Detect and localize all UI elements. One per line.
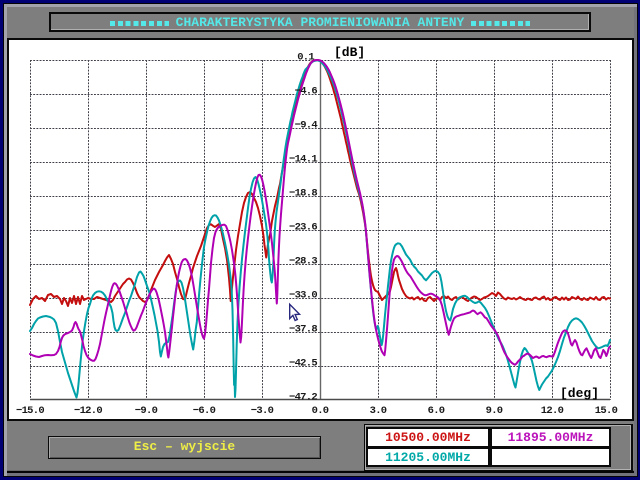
svg-text:−37.8: −37.8 xyxy=(289,324,317,336)
svg-text:−18.8: −18.8 xyxy=(289,188,317,200)
svg-text:−47.2: −47.2 xyxy=(289,392,317,404)
svg-text:9.0: 9.0 xyxy=(486,405,503,417)
svg-text:−42.5: −42.5 xyxy=(289,358,317,370)
svg-text:−23.6: −23.6 xyxy=(289,222,317,234)
svg-text:−6.0: −6.0 xyxy=(193,405,216,417)
svg-text:0.0: 0.0 xyxy=(312,405,329,417)
svg-text:−15.0: −15.0 xyxy=(16,405,44,417)
svg-text:−14.1: −14.1 xyxy=(289,154,317,166)
svg-text:[dB]: [dB] xyxy=(334,45,365,60)
svg-text:3.0: 3.0 xyxy=(370,405,387,417)
svg-text:0.1: 0.1 xyxy=(297,52,314,64)
svg-text:[deg]: [deg] xyxy=(560,386,599,401)
svg-text:12.0: 12.0 xyxy=(541,405,564,417)
svg-text:6.0: 6.0 xyxy=(428,405,445,417)
svg-text:15.0: 15.0 xyxy=(595,405,618,417)
svg-text:−9.0: −9.0 xyxy=(135,405,158,417)
svg-text:−4.6: −4.6 xyxy=(295,86,318,98)
svg-text:−33.0: −33.0 xyxy=(289,290,317,302)
svg-text:−3.0: −3.0 xyxy=(251,405,274,417)
svg-text:−9.4: −9.4 xyxy=(295,120,318,132)
svg-text:−12.0: −12.0 xyxy=(74,405,102,417)
svg-text:−28.3: −28.3 xyxy=(289,256,317,268)
